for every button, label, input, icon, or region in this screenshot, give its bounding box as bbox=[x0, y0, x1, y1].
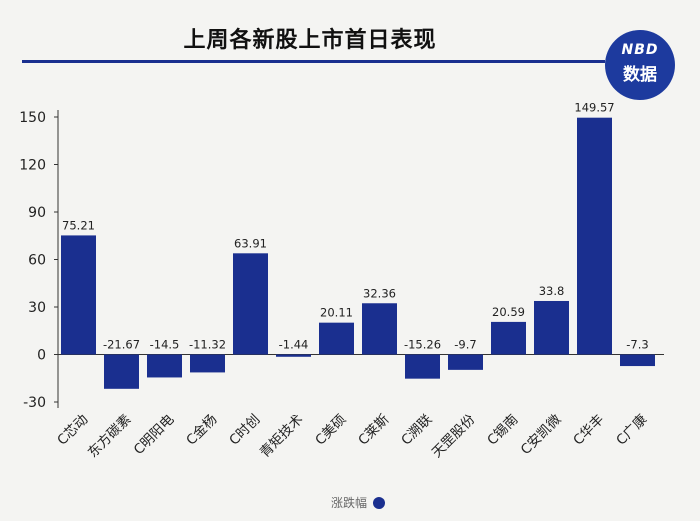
y-tick-label: 120 bbox=[19, 158, 46, 174]
bar bbox=[362, 303, 397, 355]
bar bbox=[577, 117, 612, 355]
data-label: -11.32 bbox=[189, 338, 226, 352]
page-title: 上周各新股上市首日表现 bbox=[183, 28, 437, 53]
bar bbox=[491, 321, 526, 355]
data-label: 33.8 bbox=[539, 284, 565, 298]
data-label: -7.3 bbox=[626, 338, 648, 352]
bar bbox=[534, 300, 569, 355]
x-tick-label: C锡南 bbox=[484, 412, 521, 449]
y-tick-label: 90 bbox=[28, 205, 46, 221]
x-tick-label: C美硕 bbox=[312, 412, 349, 449]
x-tick-label: C安凯微 bbox=[518, 411, 565, 458]
x-tick-label: C华丰 bbox=[570, 412, 607, 449]
y-tick-label: 60 bbox=[28, 253, 46, 269]
data-label: 75.21 bbox=[62, 218, 95, 232]
nbd-logo: NBD 数据 bbox=[605, 30, 675, 100]
x-tick-label: C芯动 bbox=[54, 412, 91, 449]
x-tick-label: C广康 bbox=[613, 410, 651, 448]
data-label: 20.59 bbox=[492, 305, 525, 319]
x-tick-label: 青矩技术 bbox=[257, 412, 306, 461]
bar bbox=[448, 354, 483, 370]
bar bbox=[190, 354, 225, 373]
bar bbox=[405, 354, 440, 379]
title-underline bbox=[22, 60, 605, 63]
data-label: 20.11 bbox=[320, 306, 353, 320]
data-label: -1.44 bbox=[279, 338, 309, 352]
bar bbox=[104, 354, 139, 389]
data-label: -15.26 bbox=[404, 338, 441, 352]
x-tick-label: C金杨 bbox=[183, 412, 220, 449]
y-tick-label: 30 bbox=[28, 300, 46, 316]
data-label: -14.5 bbox=[150, 338, 180, 352]
data-label: -21.67 bbox=[103, 338, 140, 352]
legend: 涨跌幅 bbox=[331, 494, 386, 511]
y-tick-label: 150 bbox=[19, 110, 46, 126]
x-tick-label: C溯联 bbox=[398, 411, 435, 448]
data-label: 63.91 bbox=[234, 236, 267, 250]
data-label: 149.57 bbox=[574, 101, 614, 115]
logo-text-nbd: NBD bbox=[621, 42, 659, 58]
y-tick-label: 0 bbox=[37, 348, 46, 364]
data-label: 32.36 bbox=[363, 286, 396, 300]
y-tick-label: -30 bbox=[23, 395, 46, 411]
x-tick-label: C明阳电 bbox=[131, 412, 178, 459]
bar bbox=[276, 354, 311, 357]
bar bbox=[61, 235, 96, 355]
legend-label: 涨跌幅 bbox=[331, 496, 368, 510]
x-tick-label: C时创 bbox=[226, 412, 263, 449]
bar bbox=[620, 354, 655, 367]
x-tick-label: 天罡股份 bbox=[429, 411, 479, 461]
logo-text-data: 数据 bbox=[623, 65, 657, 85]
bar bbox=[233, 253, 268, 355]
legend-marker-icon bbox=[373, 496, 386, 509]
bar bbox=[147, 354, 182, 378]
bar bbox=[319, 322, 354, 355]
x-tick-label: 东方碳素 bbox=[85, 412, 134, 461]
data-label: -9.7 bbox=[454, 338, 476, 352]
x-tick-label: C莱斯 bbox=[355, 412, 392, 449]
